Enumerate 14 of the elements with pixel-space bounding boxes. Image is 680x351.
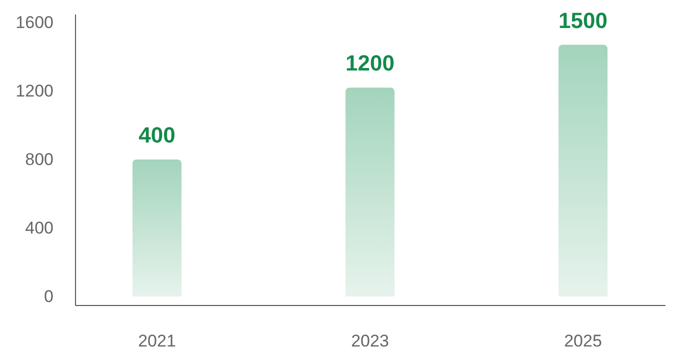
y-tick-label: 0: [44, 286, 54, 306]
x-tick-label: 2021: [138, 332, 176, 350]
y-tick-label: 800: [25, 150, 54, 169]
y-tick-label: 1200: [16, 82, 54, 101]
text: 400: [138, 122, 176, 148]
text: 1200: [346, 50, 394, 76]
bar: [132, 160, 182, 296]
y-tick-label: 1600: [16, 13, 54, 32]
y-tick-label: 400: [25, 218, 54, 238]
x-tick-label: 2025: [564, 332, 602, 350]
bar: [558, 44, 608, 296]
text: 1500: [558, 8, 608, 33]
bar: [346, 88, 394, 296]
x-tick-label: 2023: [351, 332, 389, 350]
